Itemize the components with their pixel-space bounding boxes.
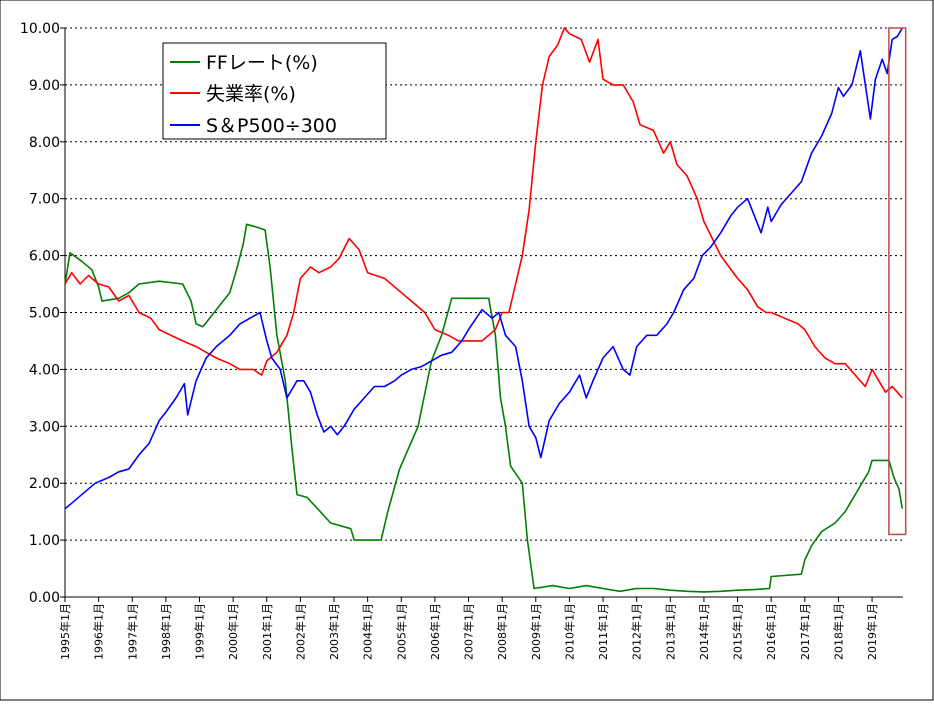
highlight	[888, 27, 907, 536]
x-tick-label: 2004年1月	[361, 603, 375, 660]
x-tick-label: 2011年1月	[596, 603, 610, 660]
x-tick-label: 2001年1月	[260, 603, 274, 660]
y-tick-label: 10.00	[20, 21, 60, 37]
y-tick-label: 4.00	[29, 362, 60, 378]
x-tick-labels: 1995年1月 1996年1月 1997年1月 1998年1月 1999年1月 2000年…	[58, 603, 879, 660]
x-tick-label: 1997年1月	[125, 603, 139, 660]
series-line-2	[64, 27, 903, 510]
axes	[60, 27, 903, 602]
y-tick-label: 8.00	[29, 135, 60, 151]
series	[64, 27, 904, 593]
x-tick-label: 1998年1月	[159, 603, 173, 660]
y-tick-label: 5.00	[29, 306, 60, 322]
x-tick-label: 2000年1月	[226, 603, 240, 660]
y-tick-labels: 0.00 1.00 2.00 3.00 4.00 5.00 6.00 7.00 8.00 9.00…	[20, 21, 60, 606]
y-tick-label: 6.00	[29, 249, 60, 265]
x-tick-label: 2008年1月	[495, 603, 509, 660]
x-tick-label: 2003年1月	[327, 603, 341, 660]
x-tick-label: 2010年1月	[562, 603, 576, 660]
legend-label-sp500: S＆P500÷300	[206, 115, 337, 137]
x-tick-label: 1995年1月	[58, 603, 72, 660]
x-tick-label: 1999年1月	[193, 603, 207, 660]
series-line-0	[64, 223, 904, 593]
x-tick-label: 1996年1月	[92, 603, 106, 660]
y-tick-label: 3.00	[29, 419, 60, 435]
legend-label-ffrate: FFレート(%)	[206, 52, 318, 74]
x-tick-label: 2018年1月	[831, 603, 845, 660]
x-tick-label: 2013年1月	[663, 603, 677, 660]
x-tick-label: 2007年1月	[462, 603, 476, 660]
x-tick-label: 2006年1月	[428, 603, 442, 660]
x-tick-label: 2017年1月	[798, 603, 812, 660]
x-tick-label: 2016年1月	[764, 603, 778, 660]
x-tick-label: 2012年1月	[630, 603, 644, 660]
x-tick-label: 2009年1月	[529, 603, 543, 660]
y-tick-label: 1.00	[29, 533, 60, 549]
x-tick-label: 2002年1月	[293, 603, 307, 660]
x-tick-label: 2019年1月	[865, 603, 879, 660]
x-tick-label: 2005年1月	[394, 603, 408, 660]
series-line-1	[64, 27, 903, 399]
x-tick-label: 2014年1月	[697, 603, 711, 660]
legend-box	[162, 42, 387, 140]
legend: FFレート(%) 失業率(%) S＆P500÷300	[162, 42, 387, 140]
legend-label-unemployment: 失業率(%)	[206, 83, 296, 105]
highlight-box	[888, 27, 907, 536]
y-tick-label: 2.00	[29, 476, 60, 492]
y-tick-label: 9.00	[29, 78, 60, 94]
x-tick-label: 2015年1月	[731, 603, 745, 660]
y-tick-label: 0.00	[29, 590, 60, 606]
y-tick-label: 7.00	[29, 192, 60, 208]
